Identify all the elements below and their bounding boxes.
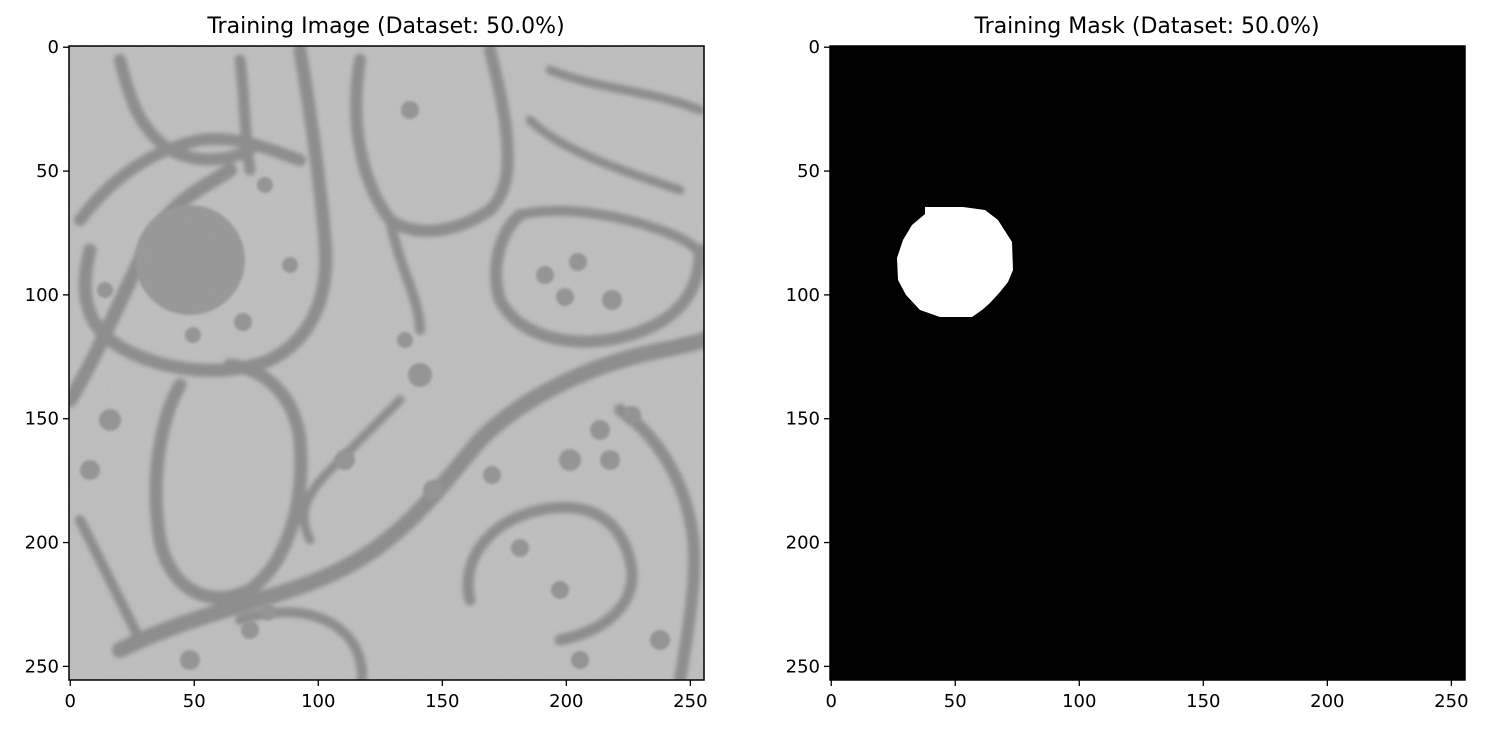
x-tick-label: 0 (826, 691, 837, 712)
mask-panel: Training Mask (Dataset: 50.0%) 0 50 100 150… (786, 14, 1469, 712)
x-tick-label: 150 (1186, 691, 1220, 712)
micrograph-image (69, 46, 704, 680)
y-tick-label: 200 (786, 533, 820, 554)
x-tick-label: 0 (65, 691, 76, 712)
x-tick-label: 100 (301, 691, 335, 712)
y-tick-label: 200 (25, 533, 59, 554)
image-axis-ticks: 0 50 100 150 200 250 0 50 100 150 200 250 (25, 37, 708, 712)
image-panel-title: Training Image (Dataset: 50.0%) (206, 14, 564, 39)
y-tick-label: 250 (786, 656, 820, 677)
x-tick-label: 250 (673, 691, 707, 712)
image-axes-frame (68, 45, 705, 681)
y-tick-label: 50 (797, 161, 820, 182)
x-tick-label: 100 (1062, 691, 1096, 712)
y-tick-label: 0 (48, 37, 59, 58)
y-tick-label: 50 (36, 161, 59, 182)
y-tick-label: 100 (25, 285, 59, 306)
x-tick-label: 150 (425, 691, 459, 712)
mask-blob (897, 207, 1013, 317)
y-tick-label: 0 (809, 37, 820, 58)
x-tick-label: 50 (183, 691, 206, 712)
mask-axes-frame (829, 45, 1466, 681)
y-tick-label: 150 (25, 409, 59, 430)
mask-panel-title: Training Mask (Dataset: 50.0%) (973, 14, 1319, 39)
x-tick-label: 200 (549, 691, 583, 712)
y-tick-label: 100 (786, 285, 820, 306)
mask-axis-ticks: 0 50 100 150 200 250 0 50 100 150 200 250 (786, 37, 1469, 712)
x-tick-label: 50 (944, 691, 967, 712)
y-tick-label: 250 (25, 656, 59, 677)
x-tick-label: 250 (1434, 691, 1468, 712)
mask-image (830, 46, 1465, 680)
image-panel: Training Image (Dataset: 50.0%) (25, 14, 708, 712)
y-tick-label: 150 (786, 409, 820, 430)
x-tick-label: 200 (1310, 691, 1344, 712)
